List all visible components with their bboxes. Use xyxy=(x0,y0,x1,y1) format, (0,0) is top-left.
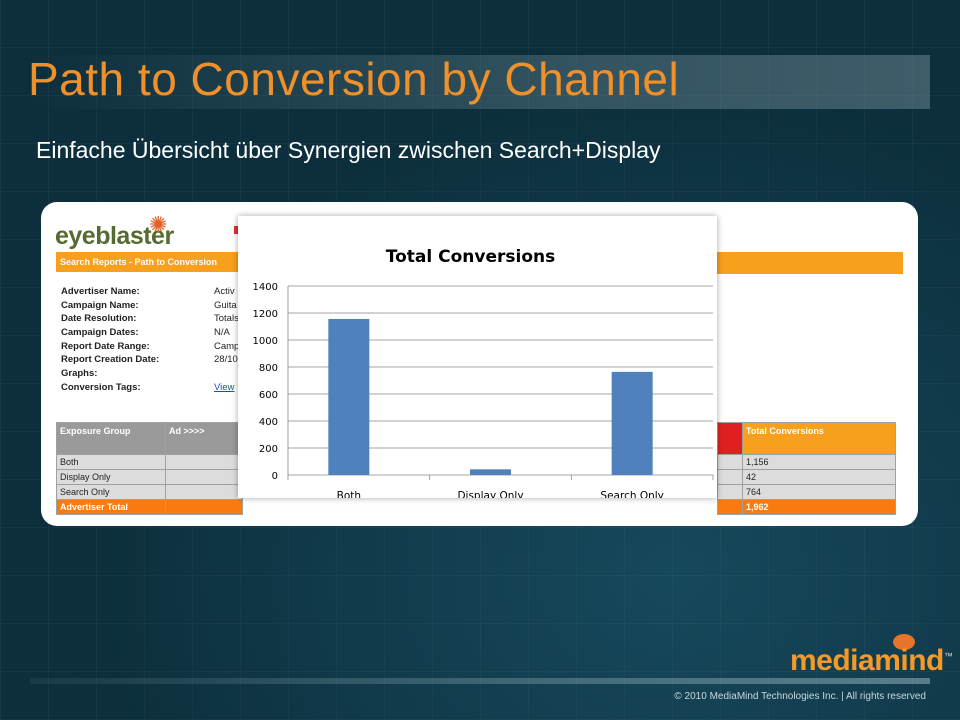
meta-value: Totals xyxy=(214,313,239,325)
table-cell xyxy=(717,469,743,485)
eyeblaster-logo: eyeblaster xyxy=(55,222,174,250)
meta-row: Campaign Dates: N/A xyxy=(61,327,230,341)
meta-row: Conversion Tags: View xyxy=(61,381,234,396)
table-cell xyxy=(165,484,243,500)
y-tick-label: 1000 xyxy=(253,336,278,347)
column-header: Total Conversions xyxy=(742,422,896,455)
report-header-bar-right xyxy=(717,252,903,274)
meta-row: Advertiser Name: Activ xyxy=(61,286,235,300)
table-row: 42 xyxy=(717,469,896,485)
copyright-text: © 2010 MediaMind Technologies Inc. | All… xyxy=(674,691,926,702)
meta-label: Conversion Tags: xyxy=(61,381,141,393)
x-tick-label: Display Only xyxy=(457,490,523,498)
conversion-value: 764 xyxy=(742,484,896,500)
meta-label: Campaign Dates: xyxy=(61,327,139,339)
report-header: Search Reports - Path to Conversion xyxy=(56,252,239,272)
bar xyxy=(328,318,370,475)
conversions-table: Total Conversions 1,156 42 764 1,962 xyxy=(717,422,896,515)
meta-row: Date Resolution: Totals xyxy=(61,313,239,327)
meta-value: Activ xyxy=(214,286,235,297)
chart-svg: Total Conversions 0 200 400 600 800 1000 1200 14… xyxy=(253,247,714,498)
conversion-value: 42 xyxy=(742,469,896,485)
x-tick-label: Search Only xyxy=(600,490,663,498)
total-label: Advertiser Total xyxy=(56,499,166,515)
meta-row: Report Creation Date: 28/10 xyxy=(61,354,238,368)
row-label: Display Only xyxy=(56,469,166,485)
y-tick-label: 1400 xyxy=(253,282,278,293)
table-cell xyxy=(165,454,243,470)
meta-label: Advertiser Name: xyxy=(61,286,140,297)
brand-name: mediamind xyxy=(790,644,944,677)
meta-label: Report Creation Date: xyxy=(61,354,160,366)
table-cell xyxy=(717,499,743,515)
report-screenshot-panel: eyeblaster ✺ Search Reports - Path to Co… xyxy=(41,202,918,526)
bar xyxy=(611,371,653,475)
y-tick-label: 400 xyxy=(259,417,278,428)
slide-title: Path to Conversion by Channel xyxy=(28,53,680,105)
meta-row: Graphs: xyxy=(61,368,159,382)
y-tick-label: 200 xyxy=(259,444,278,455)
slide-subtitle: Einfache Übersicht über Synergien zwisch… xyxy=(36,137,661,163)
speech-bubble-icon xyxy=(893,634,915,650)
table-cell xyxy=(165,469,243,485)
y-tick-label: 0 xyxy=(272,471,278,482)
title-bar xyxy=(28,55,930,109)
row-label: Search Only xyxy=(56,484,166,500)
mediamind-logo: mediamind™ xyxy=(790,644,953,678)
red-header-cell xyxy=(717,422,743,455)
meta-label: Graphs: xyxy=(61,368,98,380)
brand-trademark: ™ xyxy=(943,651,953,661)
meta-value: Camp xyxy=(214,340,240,352)
bar xyxy=(470,469,511,475)
meta-label: Date Resolution: xyxy=(61,313,137,325)
chart-title: Total Conversions xyxy=(386,247,555,267)
view-link[interactable]: View xyxy=(214,381,235,393)
table-cell xyxy=(165,499,243,515)
y-tick-label: 800 xyxy=(259,363,278,374)
meta-row: Campaign Name: Guita xyxy=(61,299,237,314)
total-row: Advertiser Total xyxy=(56,499,243,515)
y-tick-label: 1200 xyxy=(253,309,278,320)
burst-icon: ✺ xyxy=(149,212,168,237)
conversion-total: 1,962 xyxy=(742,499,896,515)
row-label: Both xyxy=(56,454,166,470)
report-meta: Advertiser Name: Activ Campaign Name: Guit… xyxy=(61,286,239,396)
y-tick-label: 600 xyxy=(259,390,278,401)
column-header: Exposure Group xyxy=(56,422,166,455)
table-header-row: Exposure Group Ad >>>> xyxy=(56,422,243,455)
meta-row: Report Date Range: Camp xyxy=(61,340,239,355)
meta-value: N/A xyxy=(214,327,230,339)
table-row: 1,156 xyxy=(717,454,896,470)
table-row: Both xyxy=(56,454,243,470)
table-cell xyxy=(717,454,743,470)
table-row: Display Only xyxy=(56,469,243,485)
red-marker xyxy=(234,226,238,234)
meta-label: Campaign Name: xyxy=(61,299,139,311)
x-tick-label: Both xyxy=(337,490,361,498)
total-conversions-chart: Total Conversions 0 200 400 600 800 1000 1200 14… xyxy=(238,216,717,498)
column-header: Ad >>>> xyxy=(165,422,243,455)
table-cell xyxy=(717,484,743,500)
meta-label: Report Date Range: xyxy=(61,340,150,352)
table-header-row: Total Conversions xyxy=(717,422,896,455)
conversion-value: 1,156 xyxy=(742,454,896,470)
exposure-table: Exposure Group Ad >>>> Both Display Only… xyxy=(56,422,243,515)
table-row: Search Only xyxy=(56,484,243,500)
footer-divider xyxy=(30,678,930,684)
meta-value: 28/10 xyxy=(214,354,238,366)
meta-value: Guita xyxy=(214,299,237,311)
total-row: 1,962 xyxy=(717,499,896,515)
table-row: 764 xyxy=(717,484,896,500)
